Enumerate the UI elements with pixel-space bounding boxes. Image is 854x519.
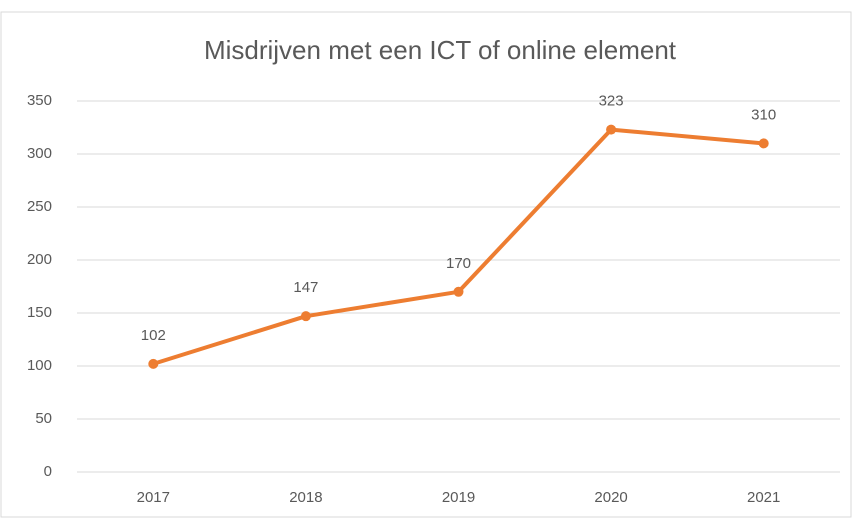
x-tick-label: 2019 xyxy=(442,489,475,506)
y-tick-label: 250 xyxy=(27,198,52,215)
x-tick-label: 2021 xyxy=(747,489,780,506)
x-tick-label: 2020 xyxy=(594,489,627,506)
y-tick-label: 200 xyxy=(27,251,52,268)
y-tick-label: 100 xyxy=(27,357,52,374)
marker xyxy=(148,358,159,369)
x-tick-label: 2017 xyxy=(137,489,170,506)
data-label: 102 xyxy=(141,327,166,344)
y-tick-label: 0 xyxy=(44,463,52,480)
data-label: 310 xyxy=(751,106,776,123)
y-tick-label: 350 xyxy=(27,92,52,109)
chart-border xyxy=(0,11,852,518)
y-tick-label: 50 xyxy=(35,410,52,427)
marker xyxy=(453,286,464,297)
y-tick-label: 150 xyxy=(27,304,52,321)
chart-title: Misdrijven met een ICT of online element xyxy=(204,35,677,65)
data-label: 323 xyxy=(599,93,624,110)
data-label: 147 xyxy=(293,279,318,296)
x-tick-label: 2018 xyxy=(289,489,322,506)
marker xyxy=(300,311,311,322)
marker xyxy=(758,138,769,149)
marker xyxy=(606,124,617,135)
y-tick-label: 300 xyxy=(27,145,52,162)
data-label: 170 xyxy=(446,255,471,272)
